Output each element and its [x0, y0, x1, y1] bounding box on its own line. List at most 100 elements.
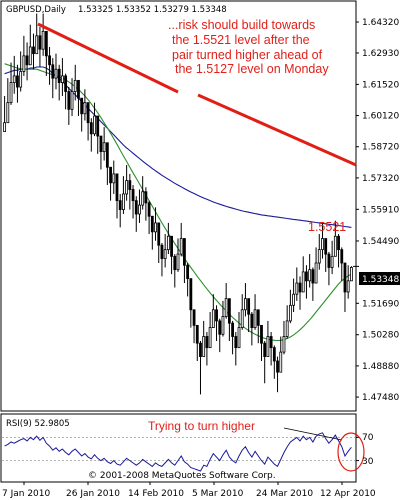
candle-body-4 [16, 75, 19, 88]
x-tick-label-3: 5 Mar 2010 [192, 489, 244, 499]
header-ohlc: 1.53325 1.53352 1.53279 1.53348 [78, 5, 227, 15]
candle-body-6 [22, 55, 26, 72]
candle-body-55 [179, 238, 183, 255]
y-tick-label-9: 1.51690 [362, 299, 399, 309]
candle-body-15 [51, 64, 55, 79]
candle-body-14 [48, 55, 51, 66]
y-tick-label-1: 1.62930 [362, 49, 399, 59]
candle-body-72 [234, 336, 238, 349]
candle-body-11 [38, 35, 42, 50]
candle-body-3 [12, 75, 16, 83]
y-tick-label-11: 1.48880 [362, 362, 399, 372]
y-tick-label-10: 1.50280 [362, 331, 399, 341]
candle-body-26 [86, 102, 90, 124]
candle-body-1 [6, 102, 10, 124]
candle-body-88 [285, 320, 289, 337]
candle-body-92 [298, 282, 302, 293]
candle-body-77 [250, 313, 254, 328]
candle-body-89 [288, 304, 292, 322]
candle-body-35 [115, 173, 119, 202]
candle-body-37 [122, 193, 125, 210]
candle-body-12 [41, 30, 45, 50]
candle-body-30 [99, 135, 103, 153]
price-badge-text: 1.53348 [362, 275, 399, 285]
candle-body-81 [263, 342, 267, 357]
candle-body-98 [317, 249, 321, 264]
candle-body-50 [163, 249, 167, 259]
candle-body-57 [186, 264, 190, 279]
x-tick-label-4: 24 Mar 2010 [256, 489, 313, 499]
candle-body-25 [83, 102, 87, 115]
candle-body-74 [240, 309, 244, 328]
candle-body-45 [147, 202, 151, 217]
candle-body-91 [295, 282, 299, 295]
candle-body-108 [349, 267, 353, 282]
candle-body-97 [314, 262, 318, 284]
candle-body-18 [60, 75, 64, 83]
rsi-level-70: 70 [362, 433, 374, 443]
candle-body-105 [340, 249, 344, 264]
candle-body-83 [269, 336, 273, 349]
candle-body-39 [128, 180, 132, 190]
candle-body-5 [19, 71, 23, 88]
candle-body-48 [157, 222, 161, 246]
y-tick-label-12: 1.47480 [362, 393, 399, 403]
candle-body-16 [54, 68, 58, 79]
candle-body-86 [279, 351, 283, 373]
candle-body-79 [256, 309, 260, 326]
x-tick-label-5: 12 Apr 2010 [320, 489, 376, 499]
rsi-panel [0, 413, 357, 483]
rsi-level-30: 30 [362, 457, 374, 467]
y-tick-label-5: 1.57320 [362, 174, 399, 184]
candle-body-53 [173, 255, 177, 271]
y-tick-label-7: 1.54490 [362, 237, 399, 247]
candle-body-69 [224, 298, 228, 317]
candle-body-21 [70, 91, 74, 110]
candle-body-23 [77, 79, 80, 99]
candle-body-38 [125, 180, 129, 195]
rsi-annotation: Trying to turn higher [148, 419, 255, 433]
candle-body-46 [150, 215, 154, 233]
price-layer [3, 13, 359, 395]
candle-body-56 [183, 238, 186, 266]
candle-body-64 [208, 327, 212, 349]
candle-body-106 [343, 262, 347, 293]
candle-body-10 [35, 35, 39, 55]
candle-body-51 [166, 235, 170, 251]
candle-body-31 [102, 142, 106, 153]
candle-body-71 [231, 322, 234, 337]
candle-body-65 [211, 309, 215, 328]
candle-body-47 [154, 222, 157, 233]
candle-body-52 [170, 235, 173, 257]
candle-body-73 [237, 327, 241, 349]
trendline-segment-1 [37, 22, 179, 94]
candle-body-60 [195, 324, 199, 344]
candle-body-29 [96, 115, 100, 137]
annotation-line-3: pair turned higher ahead of [172, 48, 323, 62]
candle-body-44 [144, 191, 148, 204]
candle-body-42 [138, 204, 141, 215]
candle-body-96 [311, 269, 315, 284]
x-tick-label-1: 26 Jan 2010 [66, 489, 120, 499]
candle-body-94 [305, 271, 308, 282]
price-badge [359, 272, 400, 285]
candle-body-67 [218, 320, 222, 335]
candle-body-82 [266, 336, 270, 357]
candle-body-99 [321, 238, 324, 251]
y-tick-label-4: 1.58720 [362, 143, 399, 153]
rsi-line [4, 432, 352, 472]
trendline-segment-2 [197, 93, 357, 167]
axis-layer: 1.64320 1.62930 1.61520 1.60120 1.58720 1.573… [2, 18, 399, 499]
candle-body-34 [112, 173, 116, 184]
candle-body-76 [247, 298, 251, 315]
candle-body-93 [301, 271, 305, 293]
candle-body-41 [134, 200, 138, 215]
candle-body-17 [57, 68, 61, 83]
candle-body-7 [25, 55, 29, 66]
x-tick-label-0: 7 Jan 2010 [2, 489, 50, 499]
rsi-highlight-circle [337, 432, 365, 472]
x-tick-label-2: 14 Feb 2010 [128, 489, 184, 499]
candle-body-0 [3, 122, 7, 132]
candle-body-75 [244, 298, 247, 311]
